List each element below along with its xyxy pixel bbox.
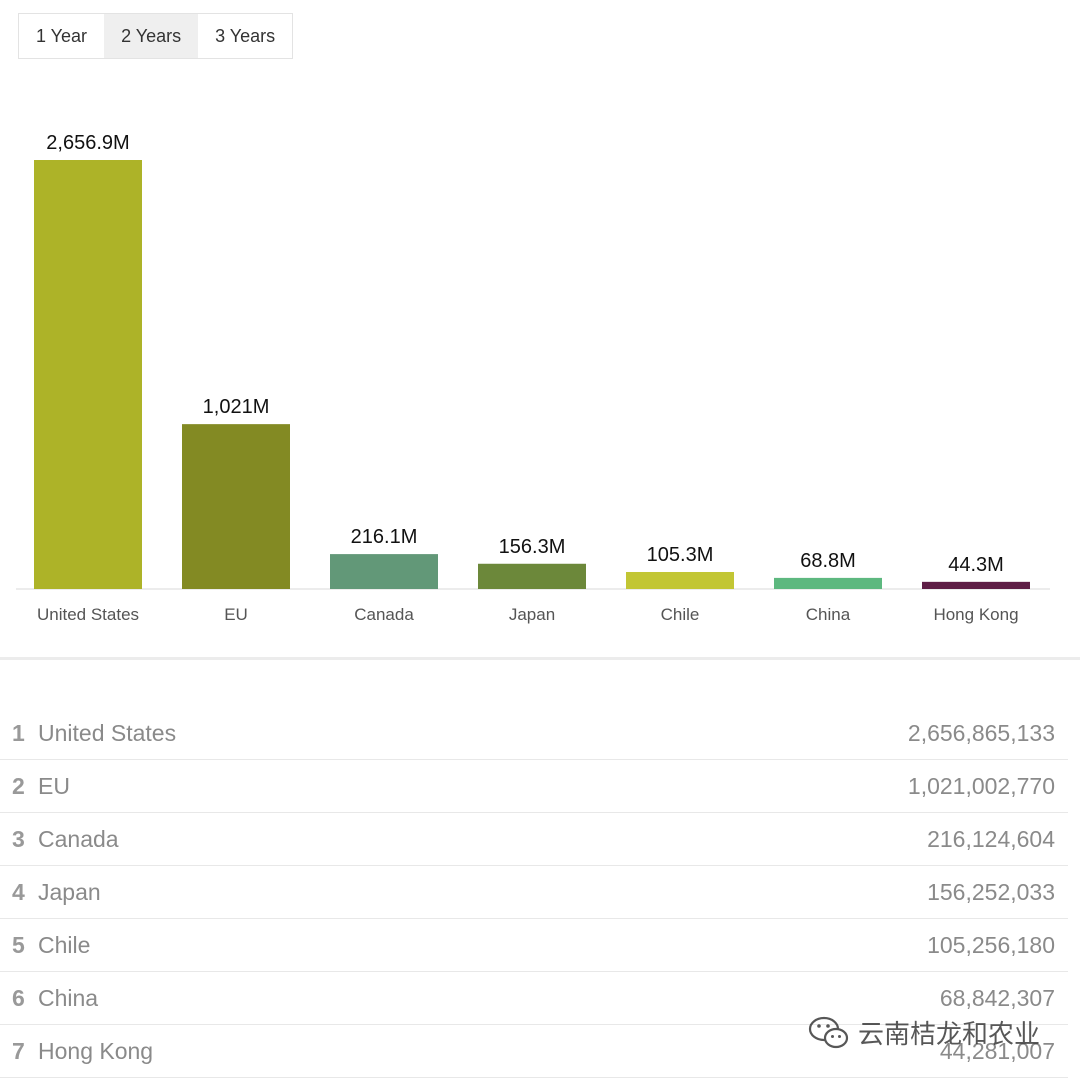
- country-value: 2,656,865,133: [907, 719, 1055, 746]
- rank-number: 2: [12, 772, 25, 799]
- country-name: Japan: [38, 878, 101, 905]
- x-tick-label-japan: Japan: [509, 605, 555, 624]
- period-tabs: 1 Year 2 Years 3 Years: [18, 13, 294, 59]
- data-label-hong-kong: 44.3M: [948, 554, 1004, 576]
- country-name: Hong Kong: [38, 1037, 154, 1064]
- bar-eu[interactable]: [182, 424, 290, 589]
- bar-china[interactable]: [774, 577, 882, 589]
- list-item: 5 Chile 105,256,180: [0, 919, 1068, 972]
- data-label-united-states: 2,656.9M: [46, 132, 129, 154]
- data-label-canada: 216.1M: [351, 526, 418, 548]
- bar-united-states[interactable]: [34, 160, 142, 589]
- x-tick-label-canada: Canada: [354, 605, 414, 624]
- data-label-china: 68.8M: [800, 550, 856, 572]
- country-value: 156,252,033: [927, 878, 1055, 905]
- country-value: 216,124,604: [927, 825, 1055, 852]
- x-tick-label-united-states: United States: [37, 605, 139, 624]
- tab-1-year[interactable]: 1 Year: [36, 26, 88, 46]
- section-divider: [0, 657, 1080, 660]
- rank-number: 5: [12, 931, 25, 958]
- country-value: 1,021,002,770: [907, 772, 1055, 799]
- bar-chile[interactable]: [626, 571, 734, 589]
- bar-japan[interactable]: [478, 563, 586, 589]
- rank-number: 1: [12, 719, 25, 746]
- country-name: China: [38, 984, 99, 1011]
- rank-number: 7: [12, 1037, 25, 1064]
- list-item: 4 Japan 156,252,033: [0, 866, 1068, 919]
- ranking-list: 1 United States 2,656,865,133 2 EU 1,021,002,…: [0, 707, 1068, 1078]
- data-label-eu: 1,021M: [203, 396, 270, 418]
- wechat-icon: [808, 1016, 849, 1048]
- country-value: 68,842,307: [939, 984, 1055, 1011]
- watermark-text: 云南桔龙和农业: [858, 1019, 1041, 1049]
- bar-chart: 2,656.9M United States 1,021M EU 216.1M Canad…: [16, 132, 1050, 624]
- data-label-chile: 105.3M: [647, 544, 714, 566]
- country-value: 105,256,180: [927, 931, 1055, 958]
- x-tick-label-china: China: [806, 605, 851, 624]
- rank-number: 3: [12, 825, 25, 852]
- tab-3-years[interactable]: 3 Years: [215, 26, 276, 46]
- country-name: EU: [38, 772, 70, 799]
- list-item: 2 EU 1,021,002,770: [0, 760, 1068, 813]
- country-value: 44,281,007: [939, 1037, 1055, 1064]
- bar-canada[interactable]: [330, 554, 438, 589]
- x-tick-label-eu: EU: [224, 605, 248, 624]
- country-name: Canada: [38, 825, 119, 852]
- x-tick-label-hong-kong: Hong Kong: [933, 605, 1018, 624]
- data-label-japan: 156.3M: [499, 536, 566, 558]
- x-tick-label-chile: Chile: [661, 605, 700, 624]
- country-name: Chile: [38, 931, 91, 958]
- list-item: 6 China 68,842,307: [0, 972, 1068, 1025]
- country-name: United States: [38, 719, 177, 746]
- rank-number: 6: [12, 984, 25, 1011]
- rank-number: 4: [12, 878, 25, 905]
- watermark: 云南桔龙和农业: [808, 1014, 1040, 1051]
- list-item: 1 United States 2,656,865,133: [0, 707, 1068, 760]
- tab-2-years[interactable]: 2 Years: [104, 14, 199, 58]
- bar-hong-kong[interactable]: [922, 581, 1030, 589]
- list-item: 7 Hong Kong 44,281,007: [0, 1025, 1068, 1078]
- list-item: 3 Canada 216,124,604: [0, 813, 1068, 866]
